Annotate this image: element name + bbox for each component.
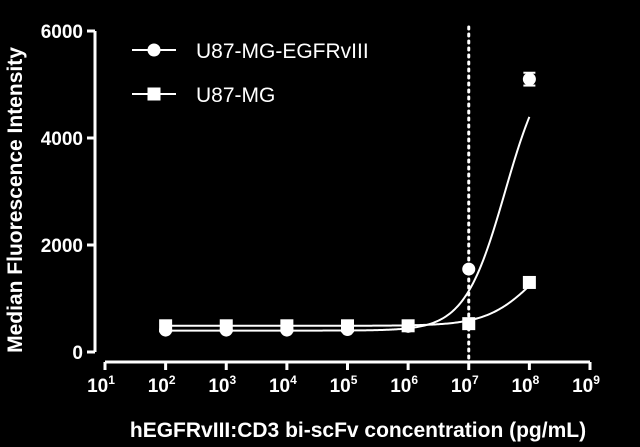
x-tick-label: 106 — [390, 373, 418, 397]
data-point-square — [280, 319, 294, 333]
x-tick-label: 101 — [87, 373, 115, 397]
data-point-square — [401, 319, 415, 333]
data-point-square — [522, 275, 536, 289]
x-tick-label: 109 — [572, 373, 600, 397]
x-tick-label: 102 — [148, 373, 176, 397]
x-tick-label: 107 — [451, 373, 479, 397]
data-point-circle — [522, 72, 536, 86]
legend-marker-square — [147, 87, 161, 101]
data-points — [159, 71, 536, 337]
data-point-square — [462, 317, 476, 331]
legend-label: U87-MG-EGFRvIII — [196, 40, 369, 63]
x-tick-label: 108 — [511, 373, 539, 397]
data-point-circle — [462, 262, 476, 276]
x-tick-label: 105 — [330, 373, 358, 397]
legend-label: U87-MG — [196, 84, 275, 107]
data-point-square — [341, 319, 354, 333]
y-tick-label: 4000 — [41, 129, 83, 150]
legend: U87-MG-EGFRvIII U87-MG — [132, 40, 369, 107]
legend-marker-circle — [147, 43, 161, 57]
y-tick-label: 2000 — [41, 236, 83, 257]
y-axis-title: Median Fluorescence Intensity — [4, 47, 27, 353]
axes: 0 2000 4000 6000 101 102 103 104 105 106 107 108 109 — [41, 22, 601, 397]
x-axis-title: hEGFRvIII:CD3 bi-scFv concentration (pg/… — [130, 419, 586, 442]
data-point-square — [159, 319, 173, 333]
x-tick-label: 103 — [208, 373, 236, 397]
y-tick-label: 6000 — [41, 22, 83, 43]
x-tick-label: 104 — [269, 373, 297, 397]
y-tick-label: 0 — [72, 343, 83, 364]
data-point-square — [219, 319, 233, 333]
